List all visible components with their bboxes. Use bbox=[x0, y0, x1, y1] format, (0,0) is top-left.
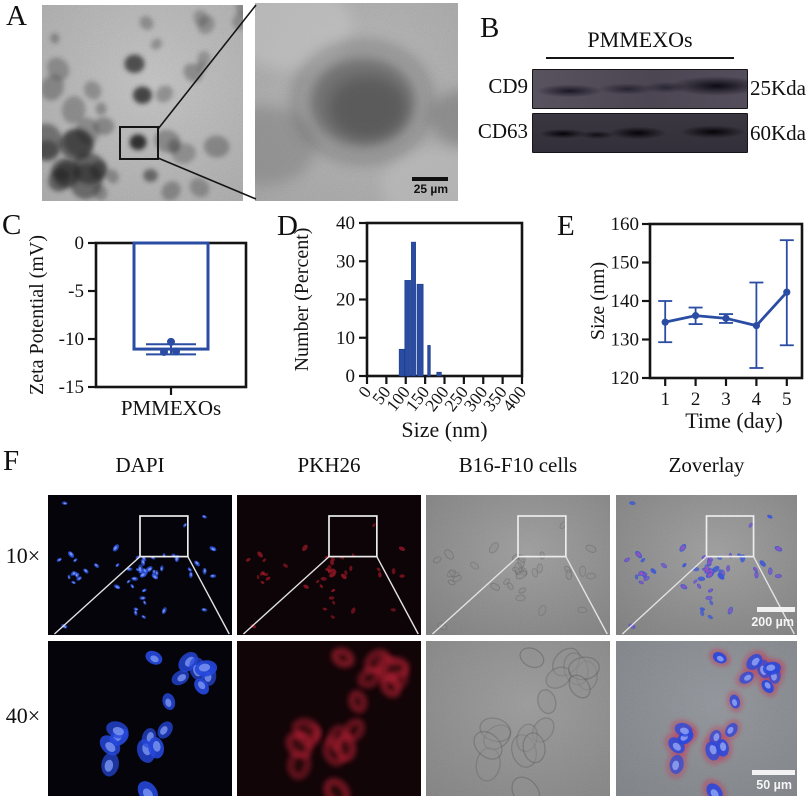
svg-text:Number (Percent): Number (Percent) bbox=[291, 228, 313, 372]
svg-text:3: 3 bbox=[721, 389, 731, 410]
svg-text:Time (day): Time (day) bbox=[685, 408, 783, 433]
scale-bar-200um bbox=[757, 607, 795, 612]
svg-text:4: 4 bbox=[752, 389, 762, 410]
scale-bar-50um-label: 50 µm bbox=[756, 778, 792, 792]
panel-f-label: F bbox=[3, 445, 20, 477]
row-label-40x: 40× bbox=[5, 703, 41, 728]
blot-row-label-cd63: CD63 bbox=[477, 119, 528, 143]
blot-row-label-cd9: CD9 bbox=[488, 74, 528, 98]
tem-magnified-image bbox=[255, 3, 458, 201]
panel-d-label: D bbox=[277, 210, 298, 242]
b16f10-40x-image bbox=[426, 641, 610, 796]
svg-text:-10: -10 bbox=[59, 329, 84, 350]
column-header-pkh26: PKH26 bbox=[297, 453, 361, 477]
zeta-potential-chart: 0 -5 -10 -15 PMMEXOs Zeta Potential (mV) bbox=[16, 210, 272, 428]
svg-text:-15: -15 bbox=[59, 377, 84, 398]
svg-text:130: 130 bbox=[611, 330, 640, 351]
pkh26-10x-image bbox=[237, 495, 421, 635]
svg-text:1: 1 bbox=[660, 389, 670, 410]
svg-text:400: 400 bbox=[498, 382, 530, 415]
svg-text:140: 140 bbox=[611, 291, 640, 312]
svg-text:150: 150 bbox=[611, 253, 640, 274]
pkh26-40x-image bbox=[237, 641, 421, 796]
svg-text:5: 5 bbox=[782, 389, 792, 410]
size-distribution-chart: 0 10 20 30 40 0 50 100 150 200 250 300 350 400 Size (n… bbox=[270, 210, 540, 450]
dapi-10x-image bbox=[48, 495, 232, 635]
blot-group-title: PMMEXOs bbox=[587, 27, 693, 52]
tem-overview-image bbox=[42, 5, 243, 201]
dapi-40x-image bbox=[48, 641, 232, 796]
panel-c-label: C bbox=[2, 209, 22, 241]
row-label-10x: 10× bbox=[5, 543, 41, 568]
overlay-40x-image bbox=[616, 641, 797, 796]
panel-b-label: B bbox=[480, 12, 500, 44]
blot-group-underline bbox=[546, 57, 734, 59]
svg-text:Size (nm): Size (nm) bbox=[401, 417, 487, 442]
svg-text:0: 0 bbox=[75, 233, 85, 254]
cd63-weight-label: 60Kda bbox=[750, 121, 806, 145]
tem-scale-bar-label: 25 µm bbox=[413, 182, 448, 196]
svg-text:160: 160 bbox=[611, 214, 640, 235]
svg-text:40: 40 bbox=[336, 213, 355, 234]
b16f10-10x-image bbox=[426, 495, 610, 635]
svg-text:30: 30 bbox=[336, 251, 355, 272]
column-header-overlay: Zoverlay bbox=[668, 453, 745, 477]
svg-text:-5: -5 bbox=[68, 281, 84, 302]
cd9-weight-label: 25Kda bbox=[750, 76, 806, 100]
scale-bar-50um bbox=[752, 770, 795, 775]
panel-e-label: E bbox=[557, 210, 575, 242]
svg-text:PMMEXOs: PMMEXOs bbox=[121, 396, 221, 420]
svg-text:Size (nm): Size (nm) bbox=[587, 262, 609, 340]
svg-text:Zeta Potential (mV): Zeta Potential (mV) bbox=[26, 235, 48, 395]
svg-text:2: 2 bbox=[691, 389, 701, 410]
svg-text:10: 10 bbox=[336, 328, 355, 349]
size-stability-chart: 120 130 140 150 160 1 2 3 4 5 Time (day) Size (nm) bbox=[580, 210, 809, 450]
svg-text:120: 120 bbox=[611, 368, 640, 389]
column-header-dapi: DAPI bbox=[115, 453, 165, 477]
overlay-10x-image bbox=[616, 495, 797, 635]
svg-text:0: 0 bbox=[346, 366, 356, 387]
cd9-blot-image bbox=[532, 69, 748, 109]
svg-text:20: 20 bbox=[336, 290, 355, 311]
tem-scale-bar bbox=[412, 177, 448, 181]
column-header-b16f10: B16-F10 cells bbox=[458, 453, 578, 477]
scale-bar-200um-label: 200 µm bbox=[751, 615, 794, 629]
panel-a-label: A bbox=[6, 0, 27, 32]
cd63-blot-image bbox=[532, 113, 748, 153]
